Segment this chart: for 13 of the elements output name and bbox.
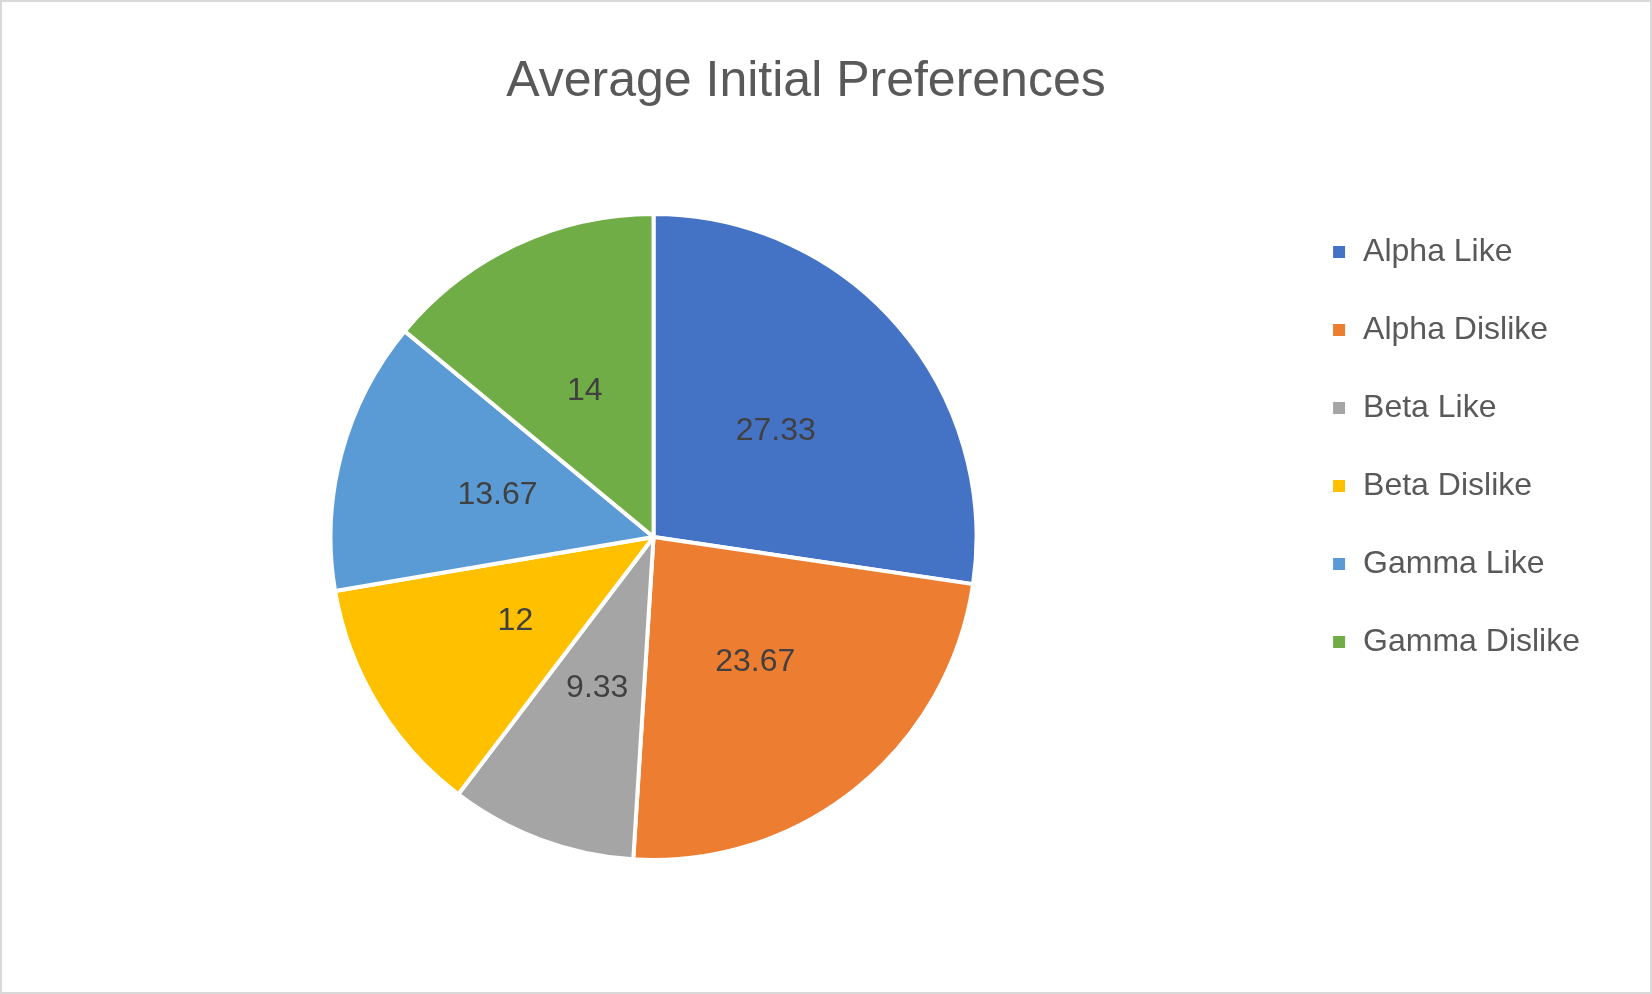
data-label: 9.33 [566, 668, 629, 705]
legend-label: Gamma Like [1363, 543, 1545, 580]
chart-title: Average Initial Preferences [506, 50, 1106, 107]
data-label: 23.67 [715, 642, 796, 679]
legend-label: Alpha Dislike [1363, 309, 1549, 346]
legend-label: Alpha Like [1363, 231, 1513, 268]
legend-label: Beta Like [1363, 387, 1497, 424]
legend-label: Gamma Dislike [1363, 621, 1580, 658]
data-label: 13.67 [457, 475, 538, 512]
data-label: 12 [497, 600, 534, 637]
data-label: 27.33 [735, 411, 816, 448]
legend-label: Beta Dislike [1363, 465, 1533, 502]
data-label: 14 [566, 370, 603, 407]
